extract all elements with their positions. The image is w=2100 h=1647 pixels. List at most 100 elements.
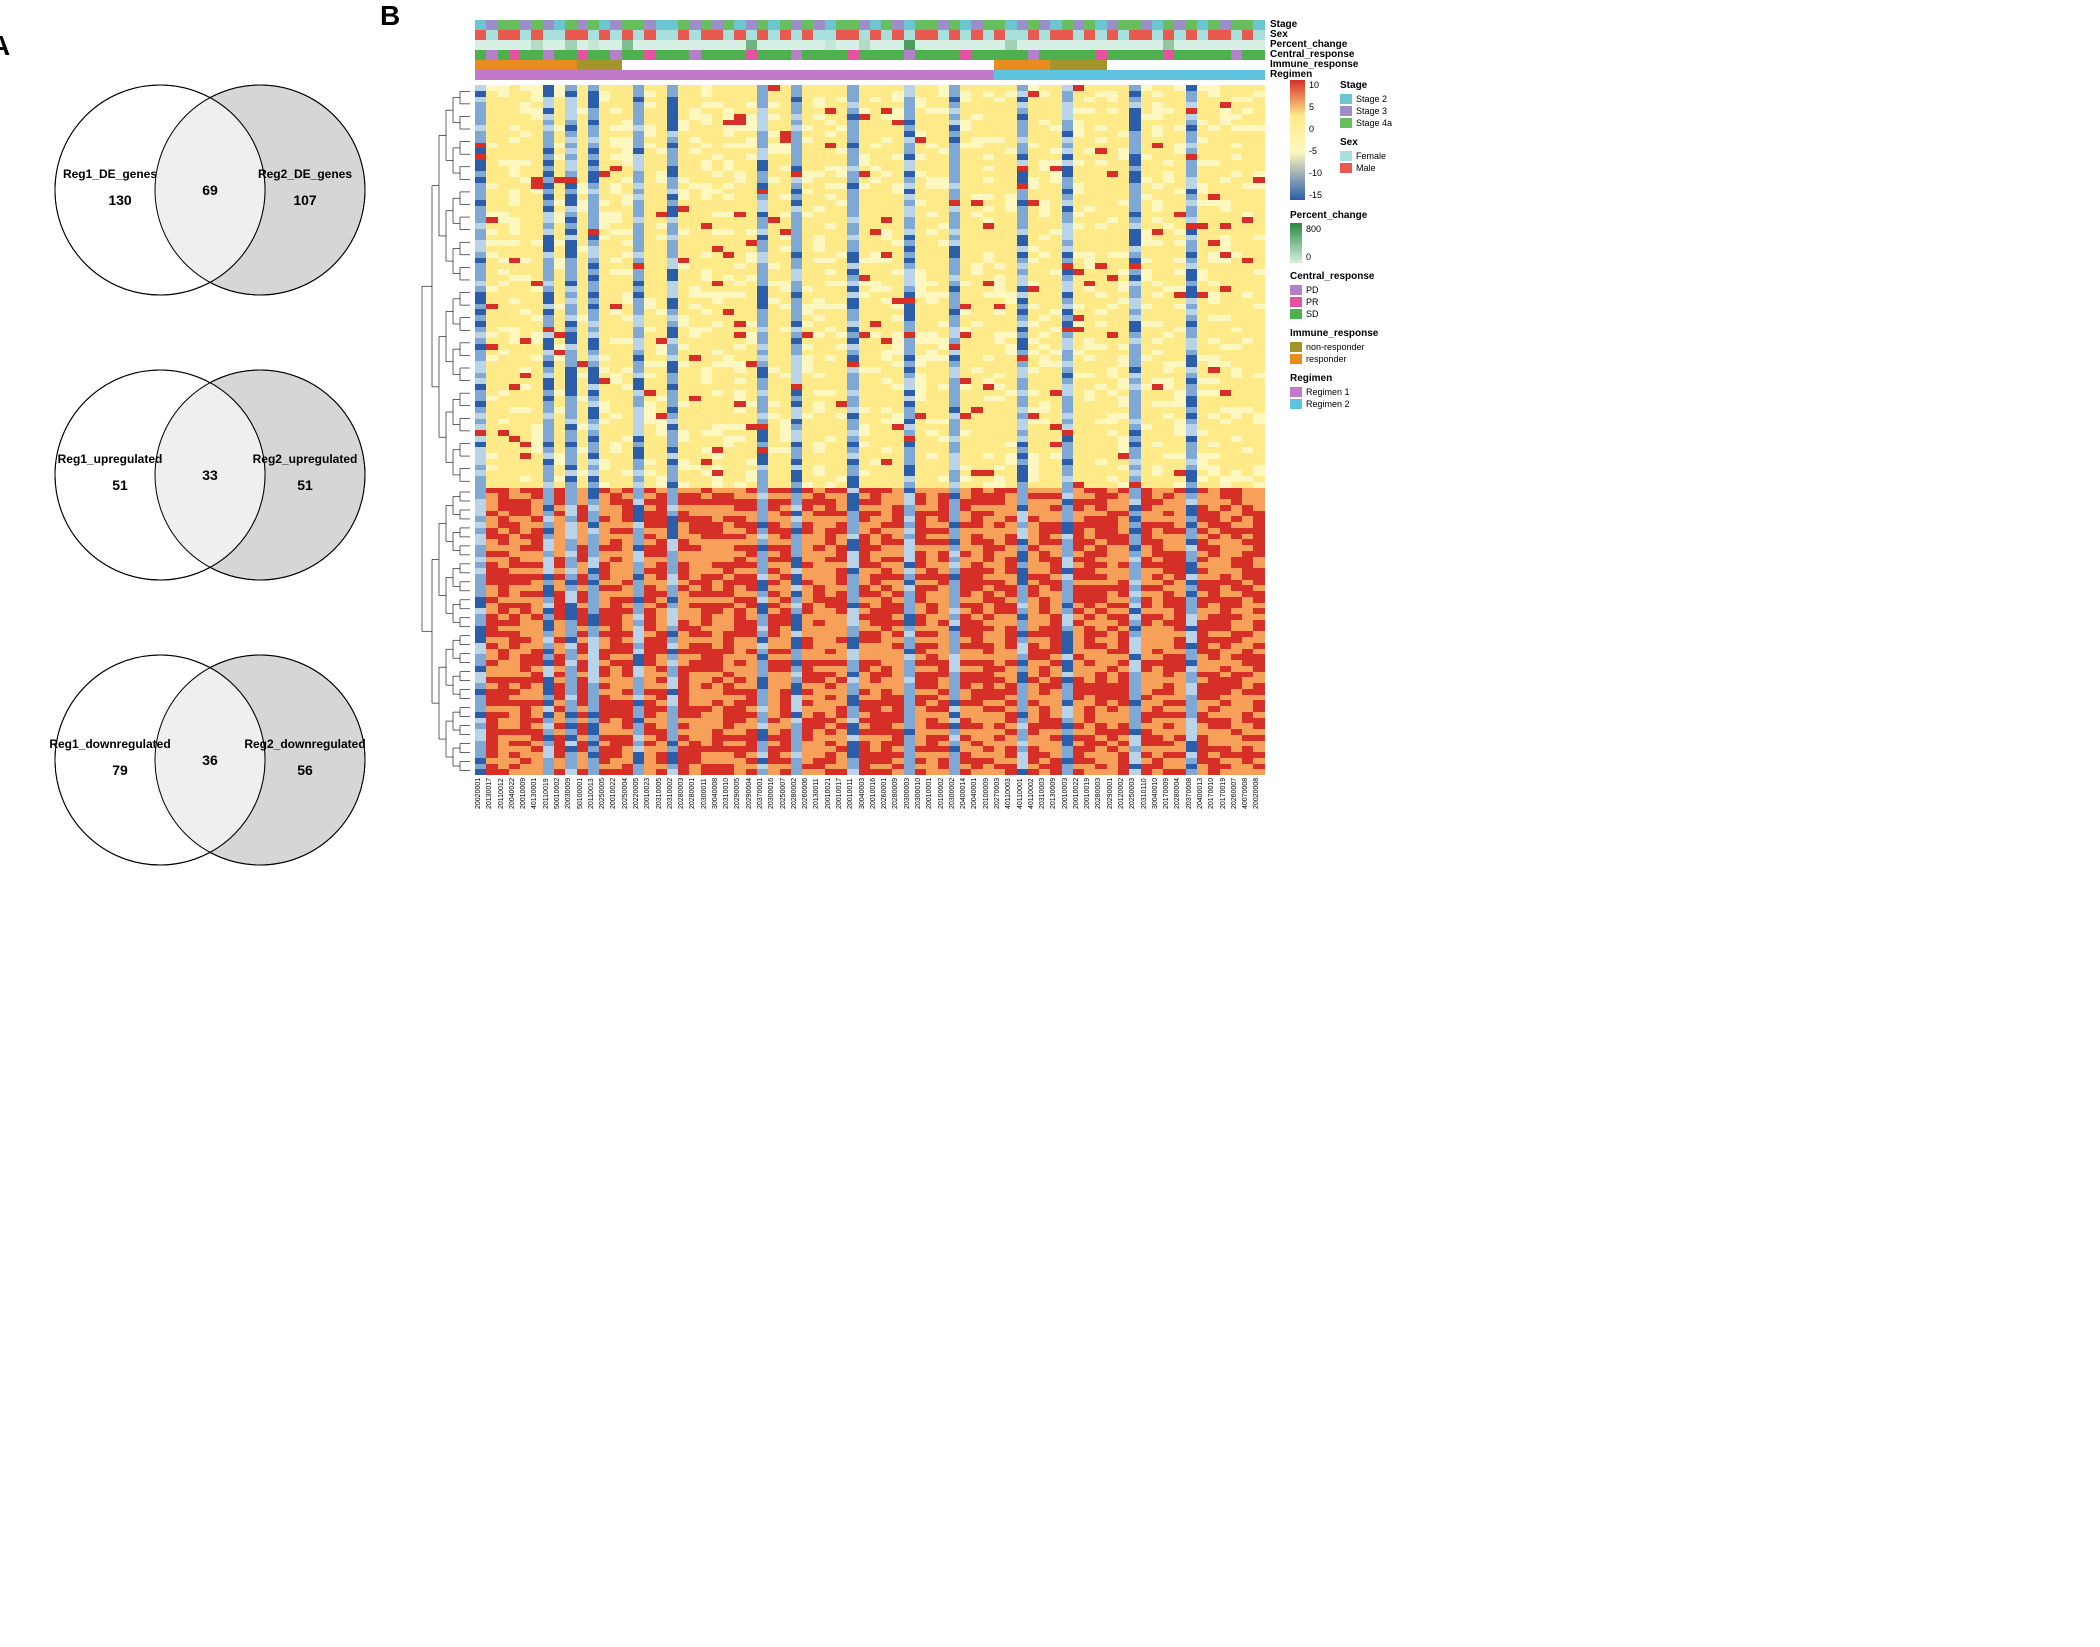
column-label: 20130011	[813, 778, 824, 858]
legend-group-Sex: Sex FemaleMale	[1340, 137, 1392, 174]
venn-diagram-2: Reg1_downregulated7936Reg2_downregulated…	[40, 640, 380, 880]
venn-right-count: 56	[297, 762, 313, 778]
panel-a: Reg1_DE_genes13069Reg2_DE_genes107Reg1_u…	[20, 20, 410, 880]
legend-item: Regimen 1	[1290, 386, 1490, 398]
column-label: 20300016	[768, 778, 779, 858]
column-label: 20290005	[734, 778, 745, 858]
colorbar-tick: -10	[1309, 168, 1322, 178]
column-label: 50010002	[554, 778, 565, 858]
column-label: 20250007	[780, 778, 791, 858]
legend-group-Percent_change: Percent_change8000	[1290, 210, 1490, 263]
anno-track-Central_response	[475, 50, 1265, 60]
venn-mid-count: 33	[202, 467, 218, 483]
venn-mid-count: 36	[202, 752, 218, 768]
legend-title: Immune_response	[1290, 328, 1490, 339]
column-label: 20370001	[757, 778, 768, 858]
legend-title: Percent_change	[1290, 210, 1490, 221]
column-label: 20170010	[1208, 778, 1219, 858]
column-label: 20290004	[746, 778, 757, 858]
column-label: 20010022	[1073, 778, 1084, 858]
legend-group-Regimen: RegimenRegimen 1Regimen 2	[1290, 373, 1490, 410]
column-label: 20110019	[543, 778, 554, 858]
venn-left-label: Reg1_upregulated	[58, 452, 163, 466]
column-label: 20130009	[1050, 778, 1061, 858]
legend-label: Female	[1356, 150, 1386, 162]
column-label: 20280003	[678, 778, 689, 858]
figure-container: A Reg1_DE_genes13069Reg2_DE_genes107Reg1…	[20, 20, 2080, 890]
column-label: 20220005	[633, 778, 644, 858]
legend-label: Stage 2	[1356, 93, 1387, 105]
column-label: 20170019	[1220, 778, 1231, 858]
column-label: 20310002	[667, 778, 678, 858]
column-label: 40110001	[1017, 778, 1028, 858]
column-label: 20170009	[1163, 778, 1174, 858]
column-label: 20250003	[1129, 778, 1140, 858]
swatch-icon	[1290, 285, 1302, 295]
legend-group-Stage: Stage Stage 2Stage 3Stage 4a	[1340, 80, 1392, 129]
column-label: 20250004	[622, 778, 633, 858]
swatch-icon	[1290, 297, 1302, 307]
legend-label: Regimen 2	[1306, 398, 1350, 410]
legend-item: PD	[1290, 284, 1490, 296]
anno-label-Regimen: Regimen	[1270, 70, 1358, 80]
column-label: 20010019	[1084, 778, 1095, 858]
legend-group-Central_response: Central_response PDPRSD	[1290, 271, 1490, 320]
panel-a-label: A	[0, 30, 10, 62]
swatch-icon	[1340, 118, 1352, 128]
venn-left-count: 130	[108, 192, 132, 208]
colorbar-tick: -15	[1309, 190, 1322, 200]
swatch-icon	[1290, 387, 1302, 397]
legend-title: Central_response	[1290, 271, 1490, 282]
legend-title: Sex	[1340, 137, 1392, 148]
column-label: 20120002	[1118, 778, 1129, 858]
column-label: 30040008	[712, 778, 723, 858]
venn-left-count: 79	[112, 762, 128, 778]
venn-mid-count: 69	[202, 182, 218, 198]
column-label: 20300010	[915, 778, 926, 858]
column-label: 20100002	[938, 778, 949, 858]
column-label: 20130017	[486, 778, 497, 858]
legend-item: non-responder	[1290, 341, 1490, 353]
column-label: 20260006	[802, 778, 813, 858]
column-label: 20400014	[960, 778, 971, 858]
column-label: 20310110	[1141, 778, 1152, 858]
column-label: 40070008	[1242, 778, 1253, 858]
column-label: 30040010	[1152, 778, 1163, 858]
panel-a-wrap: A Reg1_DE_genes13069Reg2_DE_genes107Reg1…	[20, 20, 410, 880]
legend-label: SD	[1306, 308, 1319, 320]
swatch-icon	[1340, 106, 1352, 116]
legend-label: Stage 3	[1356, 105, 1387, 117]
swatch-icon	[1290, 399, 1302, 409]
legend-item: Stage 3	[1340, 105, 1392, 117]
column-label: 20310010	[723, 778, 734, 858]
column-label: 20310003	[1039, 778, 1050, 858]
column-label: 20010017	[836, 778, 847, 858]
panel-b-wrap: B StageSexPercent_changeCentral_response…	[420, 20, 1520, 890]
venn-right-label: Reg2_DE_genes	[258, 167, 352, 181]
column-label: 20040001	[971, 778, 982, 858]
column-label: 20010009	[520, 778, 531, 858]
heatmap	[475, 85, 1265, 775]
column-label: 20020001	[475, 778, 486, 858]
annotation-tracks	[475, 20, 1265, 80]
column-label: 20300002	[949, 778, 960, 858]
legend-item: Female	[1340, 150, 1392, 162]
swatch-icon	[1290, 342, 1302, 352]
anno-track-Sex	[475, 30, 1265, 40]
venn-right-count: 51	[297, 477, 313, 493]
legend-label: PD	[1306, 284, 1319, 296]
legend-label: Stage 4a	[1356, 117, 1392, 129]
column-labels: 2002000120130017201100122004002220010009…	[475, 778, 1265, 858]
column-label: 20010003	[1062, 778, 1073, 858]
legend-title: Stage	[1340, 80, 1392, 91]
legend-item: Male	[1340, 162, 1392, 174]
legend-block: 1050-5-10-15StageStage 2Stage 3Stage 4aS…	[1290, 80, 1490, 418]
column-label: 20010023	[644, 778, 655, 858]
legend-label: Male	[1356, 162, 1376, 174]
column-label: 20300003	[904, 778, 915, 858]
legend-label: PR	[1306, 296, 1319, 308]
legend-item: PR	[1290, 296, 1490, 308]
row-dendrogram	[420, 85, 470, 775]
legend-item: responder	[1290, 353, 1490, 365]
legend-item: SD	[1290, 308, 1490, 320]
